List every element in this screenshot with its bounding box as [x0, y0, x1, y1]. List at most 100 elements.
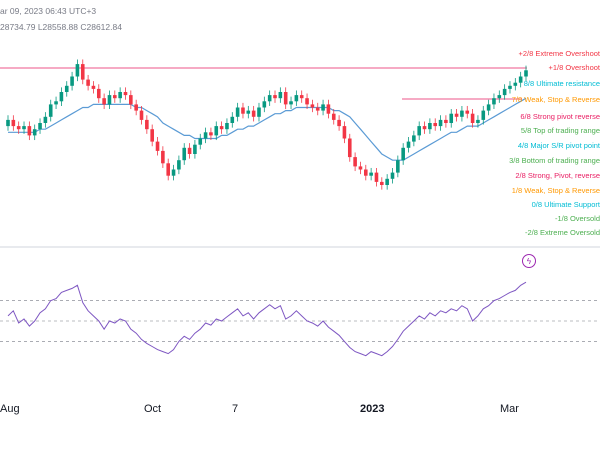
candle-body [278, 92, 283, 99]
candle-body [96, 88, 101, 99]
candle-body [48, 104, 53, 117]
candle-body [305, 98, 309, 105]
candle-body [476, 119, 480, 123]
candle-body [460, 110, 464, 117]
candle-body [406, 141, 411, 148]
candle-body [283, 92, 288, 105]
candle-body [54, 101, 58, 105]
rsi-path [7, 281, 527, 357]
rsi-reference-lines [0, 300, 600, 342]
candle-body [401, 147, 405, 161]
candle-body [385, 178, 389, 185]
candle-body [513, 82, 518, 86]
rsi-line [7, 281, 527, 357]
candle-body [113, 95, 117, 99]
level-label: 0/8 Ultimate Support [531, 200, 600, 209]
candle-body [139, 110, 144, 120]
candle-body [412, 135, 416, 142]
candle-body [449, 113, 454, 123]
candle-body [524, 70, 528, 77]
candle-body [310, 104, 315, 108]
candle-body [444, 119, 448, 123]
candle-body [518, 76, 523, 83]
candle-body [219, 126, 224, 130]
candle-body [326, 104, 331, 114]
candle-body [508, 85, 512, 89]
level-label: 3/8 Bottom of trading range [509, 156, 600, 165]
candle-body [177, 160, 181, 170]
candle-body [129, 95, 133, 105]
candle-body [353, 157, 357, 167]
candle-body [470, 113, 475, 123]
candle-body [257, 107, 261, 117]
candle-body [422, 126, 427, 130]
candlesticks [6, 59, 528, 190]
candle-body [299, 95, 304, 99]
lightning-icon[interactable]: ϟ [522, 254, 536, 268]
ohlc-header: 28734.79 L28558.88 C28612.84 [0, 22, 122, 32]
level-label: 4/8 Major S/R pivot point [517, 141, 600, 150]
candle-body [6, 119, 10, 127]
candle-body [193, 144, 197, 154]
candle-body [363, 169, 368, 176]
candle-body [11, 119, 16, 127]
candle-body [107, 95, 112, 105]
candle-body [273, 95, 277, 99]
candle-body [182, 147, 187, 161]
level-label: 7/8 Weak, Stop & Reverse [511, 95, 600, 104]
candle-body [102, 98, 106, 105]
candle-body [171, 169, 176, 176]
candle-body [161, 150, 165, 164]
level-label: 2/8 Strong, Pivot, reverse [515, 171, 600, 180]
candle-body [342, 126, 347, 139]
candle-body [166, 163, 171, 176]
candle-body [225, 123, 229, 130]
chart-time: ar 09, 2023 06:43 UTC+3 [0, 6, 97, 16]
candle-body [75, 64, 80, 77]
x-tick-label: 7 [232, 403, 239, 415]
candle-body [150, 129, 154, 142]
candle-body [187, 147, 192, 154]
level-label: 8/8 Ultimate resistance [523, 79, 600, 88]
level-label: -2/8 Extreme Oversold [524, 228, 600, 237]
candle-body [123, 92, 128, 96]
candle-body [91, 85, 96, 89]
candle-body [145, 119, 149, 130]
level-label: 6/8 Strong pivot reverse [520, 112, 600, 121]
candle-body [27, 126, 32, 136]
candle-body [198, 138, 203, 145]
x-tick-label: Oct [144, 403, 162, 415]
candle-body [417, 126, 421, 136]
candle-body [369, 172, 373, 176]
candle-body [43, 116, 48, 123]
candle-body [230, 116, 235, 123]
candle-body [428, 123, 432, 130]
candle-body [246, 110, 251, 114]
murray-level-lines [0, 67, 527, 100]
candle-body [134, 104, 138, 111]
candle-body [497, 95, 502, 99]
candle-body [337, 119, 341, 127]
candle-body [465, 110, 470, 114]
candle-body [80, 64, 85, 80]
candle-body [118, 92, 122, 99]
candle-body [315, 107, 320, 111]
candle-body [321, 104, 325, 111]
candle-body [59, 92, 64, 102]
candle-body [203, 132, 208, 139]
candle-body [64, 85, 69, 92]
candle-body [235, 107, 240, 117]
candle-body [486, 104, 491, 111]
candle-body [380, 181, 384, 185]
candle-body [241, 107, 245, 114]
candle-body [492, 98, 496, 105]
candle-body [86, 79, 90, 86]
candle-body [262, 101, 267, 108]
x-tick-label: Aug [0, 403, 20, 415]
candle-body [481, 110, 486, 120]
candle-body [347, 138, 352, 158]
candle-body [502, 88, 507, 96]
candle-body [294, 95, 299, 102]
ma-path [8, 97, 527, 161]
